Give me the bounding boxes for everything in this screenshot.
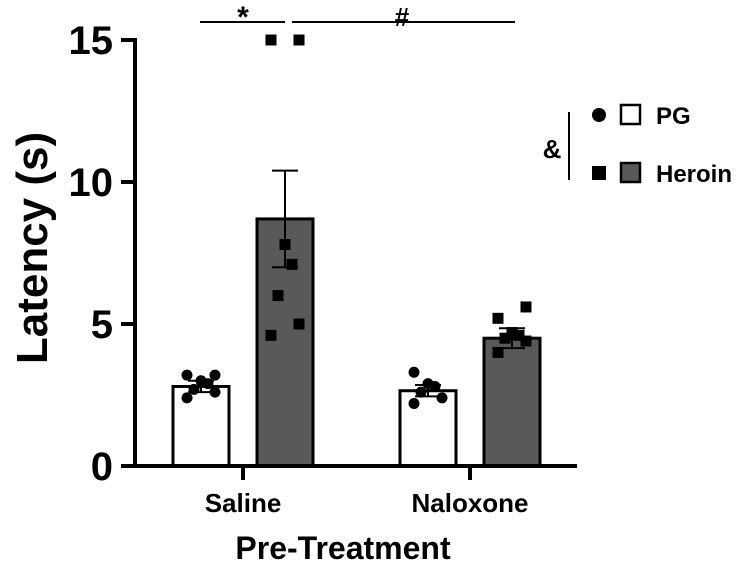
error-bars-layer: [188, 169, 525, 398]
bar-pg-naloxone: [398, 389, 458, 468]
legend-swatch-heroin: [619, 161, 642, 184]
x-tick-label-naloxone: Naloxone: [411, 488, 528, 518]
legend-label-heroin: Heroin: [656, 161, 732, 188]
y-tick-label-10: 10: [69, 161, 114, 205]
point-heroin-saline: [293, 318, 305, 330]
point-pg-saline: [209, 386, 221, 398]
legend-label-pg: PG: [656, 103, 691, 130]
point-pg-naloxone: [436, 392, 448, 404]
point-pg-naloxone: [422, 378, 434, 390]
point-pg-naloxone: [408, 398, 420, 410]
legend-marker-heroin-square: [592, 166, 606, 180]
bar-pg-saline: [171, 384, 231, 468]
x-tick-label-saline: Saline: [205, 488, 282, 518]
point-heroin-naloxone: [520, 335, 532, 347]
point-pg-saline: [181, 369, 193, 381]
x-axis-label: Pre-Treatment: [235, 530, 451, 565]
significance-star: *: [237, 1, 249, 34]
point-pg-saline: [209, 369, 221, 381]
significance-hash: #: [395, 2, 410, 32]
point-pg-naloxone: [408, 366, 420, 378]
point-pg-saline: [188, 383, 200, 395]
point-heroin-saline: [272, 290, 284, 302]
y-tick-label-0: 0: [91, 445, 113, 489]
legend: & PG Heroin: [543, 103, 732, 188]
bar-heroin-naloxone: [482, 336, 542, 468]
y-ticks: 0 5 10 15: [69, 19, 135, 489]
y-tick-label-5: 5: [91, 303, 113, 347]
point-heroin-saline: [265, 329, 277, 341]
y-tick-label-15: 15: [69, 19, 114, 63]
significance-annotations: * #: [200, 1, 515, 34]
point-heroin-saline: [265, 34, 277, 46]
point-heroin-saline: [293, 34, 305, 46]
point-heroin-naloxone: [492, 312, 504, 324]
point-pg-saline: [181, 392, 193, 404]
y-axis-label: Latency (s): [8, 132, 57, 364]
point-heroin-naloxone: [520, 301, 532, 313]
legend-swatch-pg: [619, 103, 642, 126]
point-heroin-naloxone: [492, 346, 504, 358]
point-heroin-saline: [286, 258, 298, 270]
points-layer: [181, 34, 532, 410]
legend-marker-pg-circle: [592, 108, 606, 122]
legend-amp: &: [543, 134, 562, 164]
bars-layer: [171, 217, 542, 468]
point-heroin-naloxone: [499, 332, 511, 344]
point-pg-naloxone: [415, 386, 427, 398]
point-heroin-naloxone: [513, 329, 525, 341]
